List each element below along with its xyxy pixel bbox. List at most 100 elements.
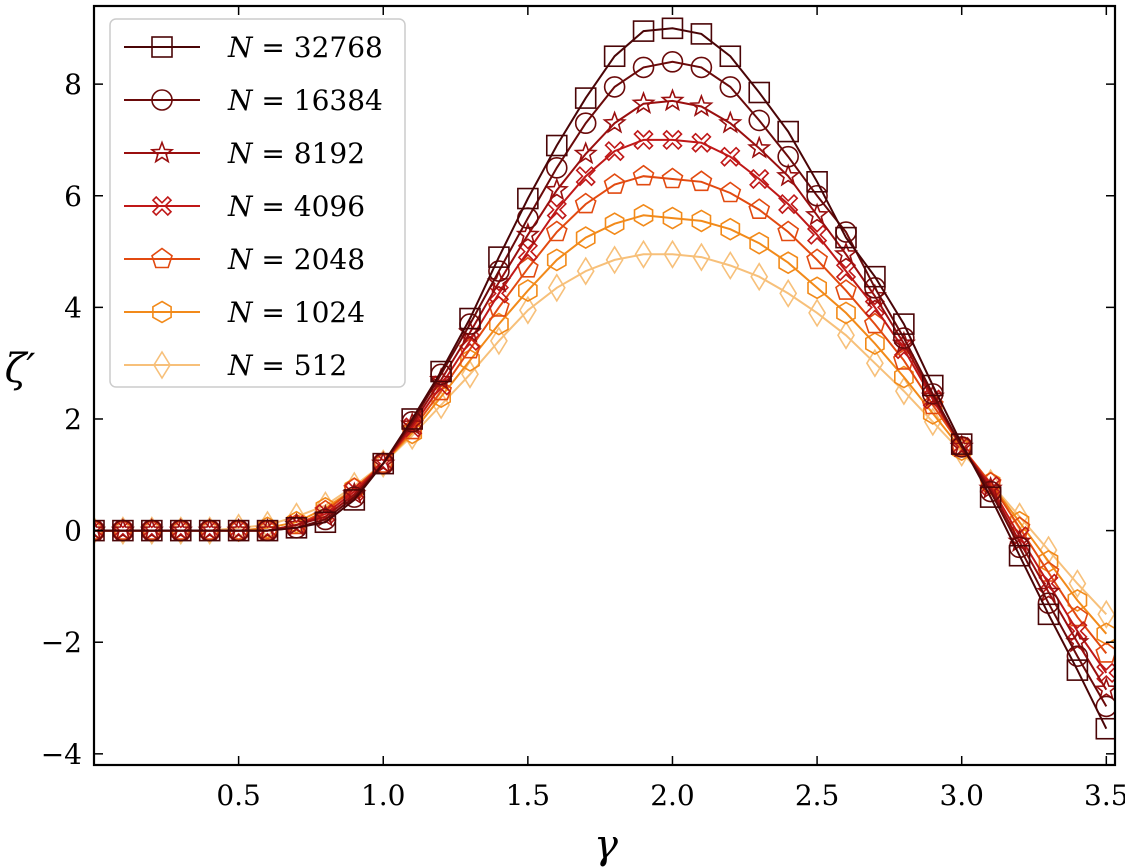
data-point: [835, 226, 857, 249]
axes: 0.5 1.0 1.5 2.0 2.5 3.0 3.5 −4 −2 0 2 4 6 8: [41, 4, 1125, 812]
legend-entry-16384: N = 16384: [124, 84, 383, 117]
data-point: [804, 202, 830, 226]
data-point: [777, 220, 800, 242]
data-point: [94, 516, 103, 546]
data-point: [113, 516, 132, 546]
y-tick-label: 8: [64, 68, 82, 101]
data-point: [807, 276, 828, 300]
data-point: [605, 245, 624, 275]
data-point: [691, 209, 712, 233]
x-tick-label: 2.0: [650, 779, 695, 812]
data-point: [168, 517, 193, 541]
legend-marker: [149, 140, 175, 164]
data-point: [604, 140, 625, 162]
data-point: [401, 418, 424, 440]
data-point: [923, 407, 942, 437]
data-point: [748, 81, 771, 104]
data-point: [575, 226, 596, 250]
data-point: [544, 177, 569, 201]
data-point: [1066, 645, 1089, 667]
data-point: [94, 519, 105, 542]
data-point: [545, 134, 568, 157]
legend-marker: [152, 300, 172, 324]
data-point: [893, 327, 915, 349]
legend-label: N = 32768: [227, 31, 383, 64]
data-point: [314, 511, 337, 534]
axes-frame: [92, 4, 1117, 767]
data-point: [689, 93, 714, 117]
data-point: [517, 279, 538, 303]
data-point: [718, 110, 743, 134]
data-point: [663, 239, 682, 269]
data-point: [661, 17, 684, 40]
legend-marker: [151, 195, 173, 217]
legend: N = 32768 N = 16384 N = 8192 N = 4096 N = 20…: [109, 18, 406, 388]
data-point: [1067, 620, 1088, 642]
data-point: [432, 390, 451, 420]
data-point: [720, 217, 741, 241]
legend-box: [109, 18, 406, 388]
legend-label: N = 16384: [227, 84, 383, 117]
data-point: [862, 283, 888, 307]
data-point: [662, 206, 683, 230]
data-point: [632, 56, 655, 79]
data-point: [1008, 544, 1031, 567]
data-point: [256, 519, 279, 542]
data-point: [603, 45, 626, 68]
data-point: [750, 262, 769, 292]
data-point: [545, 220, 568, 242]
data-point: [748, 109, 771, 132]
y-tick-label: 6: [64, 180, 82, 213]
data-point: [461, 359, 479, 389]
legend-entry-512: N = 512: [124, 349, 347, 382]
data-point: [343, 489, 366, 511]
data-point: [692, 242, 711, 272]
data-point: [777, 145, 799, 168]
data-point: [603, 173, 626, 194]
data-point: [980, 475, 1001, 497]
data-point: [662, 129, 683, 151]
data-point: [255, 517, 280, 541]
data-point: [864, 332, 885, 356]
data-point: [922, 401, 943, 425]
data-point: [574, 112, 597, 134]
data-point: [690, 56, 713, 79]
data-point: [921, 374, 944, 397]
data-point: [1097, 599, 1115, 629]
data-point: [634, 239, 653, 269]
x-tick-label: 3.0: [939, 779, 984, 812]
data-point: [1037, 603, 1060, 626]
data-point: [285, 517, 308, 539]
series-32768: [94, 17, 1115, 740]
data-point: [806, 224, 828, 245]
data-point: [719, 181, 742, 203]
data-point: [893, 313, 915, 335]
legend-label: N = 1024: [227, 296, 365, 329]
data-point: [836, 301, 856, 325]
data-point: [690, 170, 713, 192]
data-point: [808, 298, 827, 328]
data-point: [833, 241, 859, 265]
data-point: [631, 90, 656, 115]
x-tick-label: 2.5: [795, 779, 840, 812]
y-tick-label: 0: [64, 515, 82, 548]
data-point: [660, 88, 685, 112]
data-point: [517, 187, 539, 210]
y-tick-label: −4: [41, 738, 82, 771]
data-point: [344, 481, 365, 502]
data-point: [110, 517, 136, 541]
data-point: [835, 279, 857, 300]
data-point: [633, 129, 654, 151]
data-point: [486, 269, 512, 293]
data-point: [1095, 717, 1115, 740]
data-point: [749, 231, 770, 255]
data-point: [489, 326, 508, 356]
data-point: [806, 170, 828, 193]
y-tick-label: −2: [41, 626, 82, 659]
data-point: [865, 348, 884, 378]
data-point: [864, 297, 886, 318]
legend-label: N = 512: [227, 349, 347, 382]
legend-entry-4096: N = 4096: [124, 190, 365, 223]
data-point: [545, 157, 568, 179]
legend-entry-32768: N = 32768: [124, 31, 383, 64]
